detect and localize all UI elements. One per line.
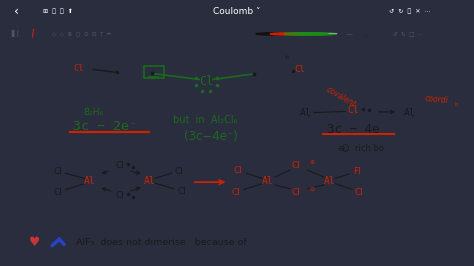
Text: Al: Al (262, 176, 273, 186)
Text: ⊖: ⊖ (337, 144, 345, 153)
Text: Cl: Cl (355, 188, 363, 197)
Text: Cl: Cl (115, 191, 124, 200)
Text: Cl: Cl (231, 188, 240, 197)
Text: Cl: Cl (174, 167, 183, 176)
Text: Al: Al (144, 176, 155, 186)
Text: —: — (346, 31, 353, 37)
Text: AlF₃  does not dimerise   because of: AlF₃ does not dimerise because of (76, 238, 246, 247)
Text: ⊕: ⊕ (309, 160, 315, 165)
Text: ▐ |: ▐ | (9, 30, 19, 38)
Text: ☺  rich bo: ☺ rich bo (341, 143, 384, 152)
Text: Al: Al (84, 176, 96, 186)
Circle shape (256, 33, 308, 35)
Text: Cl: Cl (292, 188, 301, 197)
Text: ♥: ♥ (28, 236, 40, 249)
Text: Cl: Cl (292, 161, 301, 171)
Text: (3c−4e⁻): (3c−4e⁻) (184, 130, 238, 143)
Text: Cl: Cl (54, 167, 62, 176)
Text: Cl: Cl (73, 64, 84, 73)
Text: Al: Al (324, 176, 335, 186)
Text: Cl: Cl (177, 187, 186, 196)
Text: ⊞  🔍  🔖  ⬆: ⊞ 🔍 🔖 ⬆ (43, 9, 73, 14)
Text: Cl: Cl (295, 65, 306, 74)
Text: Al: Al (404, 107, 416, 118)
Text: Al: Al (300, 107, 311, 118)
Text: Cl: Cl (54, 188, 62, 197)
Text: Cl: Cl (234, 166, 243, 175)
Text: b: b (454, 102, 457, 107)
Text: 3c − 4e: 3c − 4e (327, 123, 380, 136)
Circle shape (270, 33, 322, 35)
Text: ↺  ↻  🔒  ✕  ···: ↺ ↻ 🔒 ✕ ··· (389, 9, 430, 14)
Text: Cl: Cl (199, 75, 213, 88)
Text: Cl: Cl (115, 161, 124, 170)
Text: B₂H₆: B₂H₆ (83, 108, 103, 117)
Text: ⊖: ⊖ (309, 187, 315, 192)
Text: coordi: coordi (424, 94, 448, 105)
Circle shape (284, 33, 337, 35)
Text: 3c − 2e⁻: 3c − 2e⁻ (73, 120, 137, 134)
Text: /: / (31, 29, 36, 39)
Text: Coulomb ˅: Coulomb ˅ (213, 7, 261, 16)
Text: ◇  ◇  ⊕  ○  ⊙  ⊡  T  ✒: ◇ ◇ ⊕ ○ ⊙ ⊡ T ✒ (52, 31, 112, 36)
Text: ↺  ↻  □  ···: ↺ ↻ □ ··· (393, 31, 424, 36)
Text: ‹: ‹ (14, 5, 19, 18)
Text: Cl: Cl (347, 105, 359, 115)
Text: but  in  Al₂Cl₆: but in Al₂Cl₆ (173, 115, 237, 125)
Text: Fl: Fl (353, 167, 361, 176)
Text: b: b (284, 55, 288, 60)
Text: —: — (327, 28, 337, 38)
Text: covalent: covalent (325, 85, 357, 109)
Text: —: — (365, 33, 369, 37)
